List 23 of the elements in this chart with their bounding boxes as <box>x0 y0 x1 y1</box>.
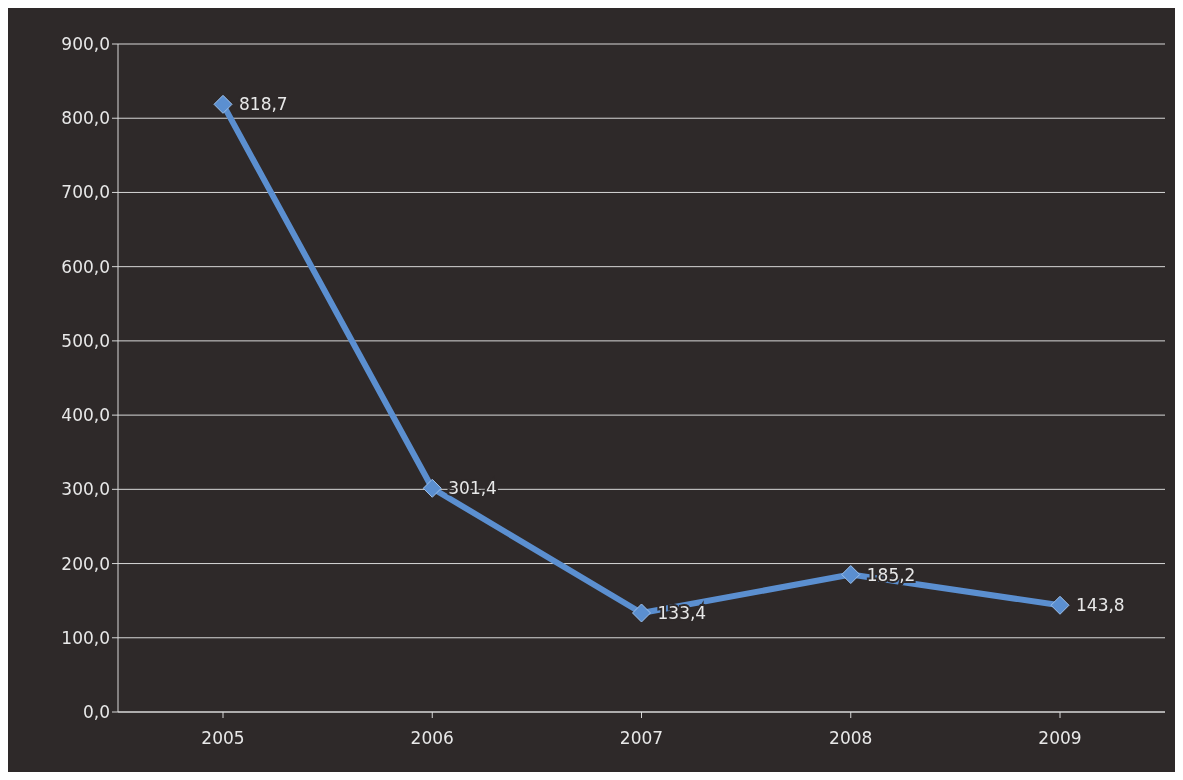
x-tick-label: 2007 <box>619 728 664 749</box>
point <box>422 478 442 498</box>
point <box>213 94 233 114</box>
y-tick-label: 300,0 <box>61 479 110 500</box>
point <box>1050 595 1070 615</box>
data-label: 133,4 <box>657 602 707 623</box>
data-label: 818,7 <box>239 94 288 115</box>
y-tick-label: 700,0 <box>61 182 110 203</box>
x-tick-label: 2009 <box>1038 728 1082 749</box>
y-tick-label: 600,0 <box>61 256 110 277</box>
point <box>632 603 651 623</box>
data-label: 143,8 <box>1076 595 1125 616</box>
y-tick-label: 500,0 <box>61 330 110 351</box>
y-tick-label: 200,0 <box>61 553 110 574</box>
x-tick-label: 2005 <box>201 728 245 749</box>
point <box>841 565 861 585</box>
y-tick-label: 0,0 <box>82 702 110 723</box>
y-tick-label: 900,0 <box>61 34 110 55</box>
x-tick-label: 2006 <box>410 728 454 749</box>
y-tick-label: 800,0 <box>61 108 110 129</box>
x-tick-label: 2008 <box>829 728 873 749</box>
y-tick-label: 400,0 <box>61 405 110 426</box>
y-tick-label: 100,0 <box>61 627 110 648</box>
